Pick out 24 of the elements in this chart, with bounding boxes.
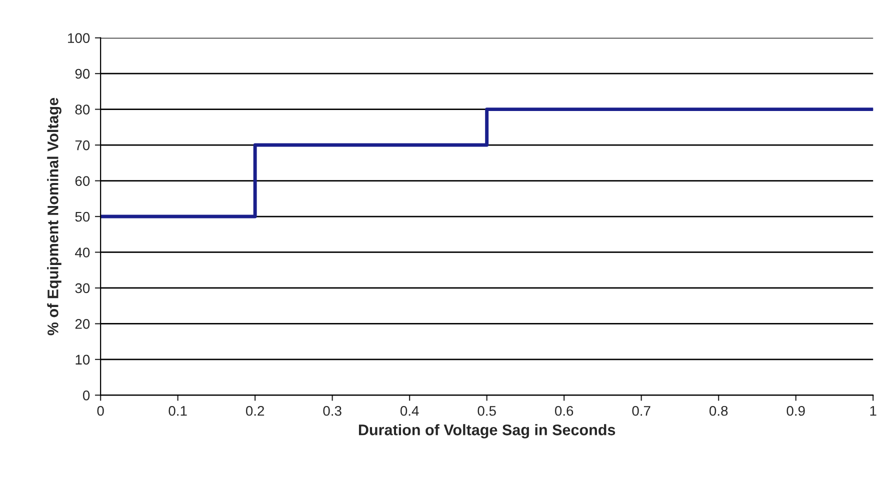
y-tick-label: 20: [75, 319, 90, 329]
x-tick-label: 0.4: [400, 406, 419, 416]
x-tick-label: 0.1: [168, 406, 187, 416]
y-tick-label: 100: [68, 33, 90, 44]
x-tick-label: 0.8: [709, 406, 728, 416]
y-tick-label: 60: [75, 176, 90, 186]
y-tick-label: 50: [75, 212, 90, 222]
y-tick-label: 80: [75, 104, 90, 114]
x-tick-label: 0.6: [554, 406, 574, 416]
x-tick-label: 0: [97, 406, 104, 416]
y-tick-label: 10: [76, 354, 90, 365]
y-tick-label: 30: [75, 283, 90, 294]
y-tick-label: 40: [75, 248, 90, 258]
y-axis-title: % of Equipment Nominal Voltage: [47, 98, 62, 336]
x-tick-label: 0.2: [246, 406, 264, 416]
y-tick-label: 70: [75, 140, 90, 150]
x-tick-label: 0.5: [478, 406, 496, 416]
x-tick-label: 0.9: [786, 406, 805, 416]
x-tick-label: 0.3: [323, 406, 342, 416]
y-tick-label: 0: [82, 390, 90, 400]
x-tick-label: 0.7: [632, 406, 650, 416]
x-tick-label: 1: [870, 406, 876, 416]
x-axis-title: Duration of Voltage Sag in Seconds: [358, 424, 616, 438]
y-tick-label: 90: [75, 68, 90, 79]
